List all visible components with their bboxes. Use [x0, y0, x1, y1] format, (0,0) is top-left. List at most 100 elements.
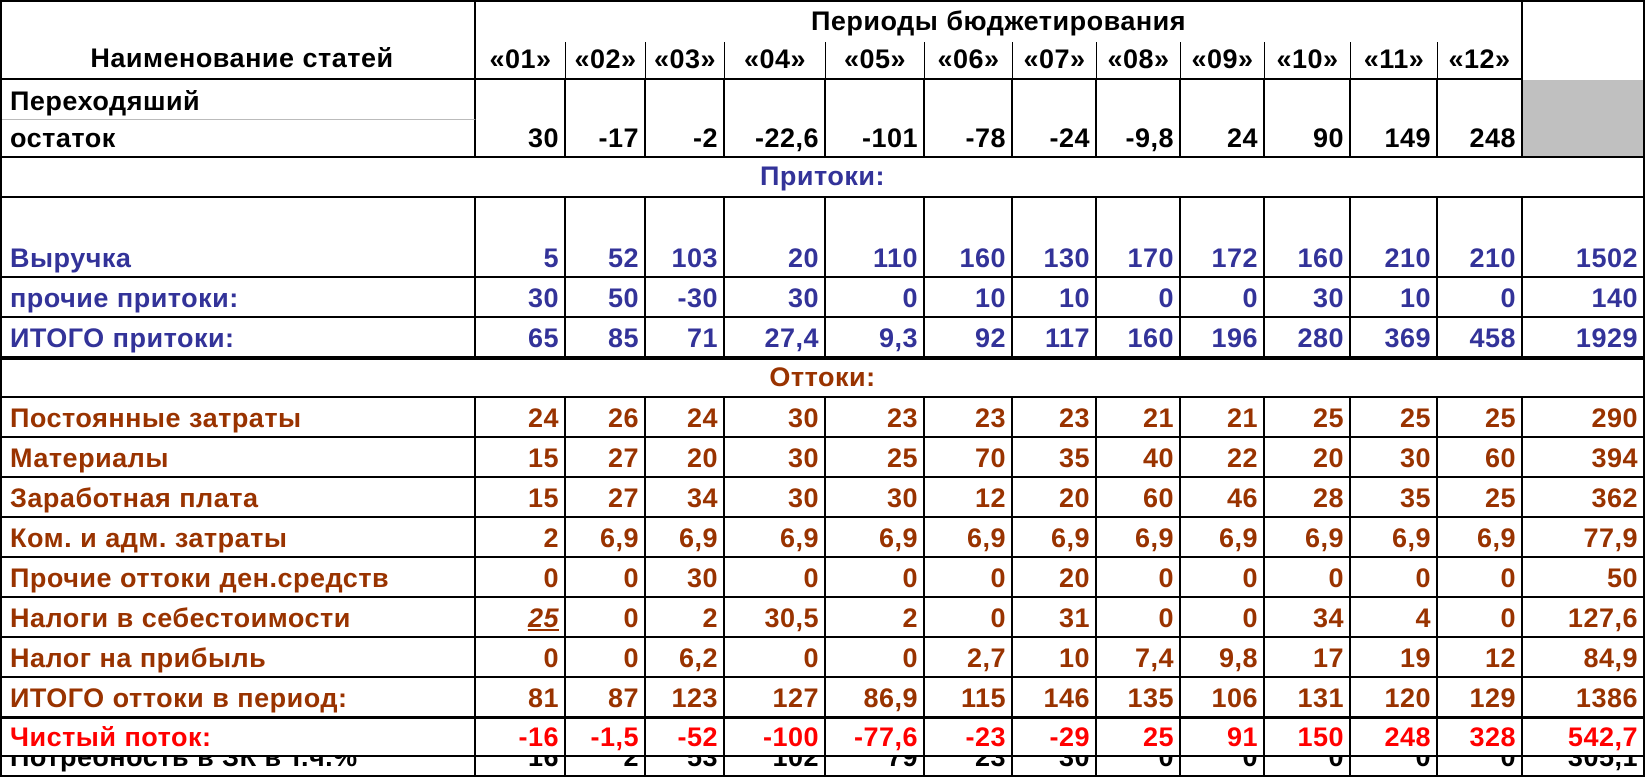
outflow-row-5-value-7[interactable]: 20	[1013, 558, 1097, 598]
inflow-row-2-value-4[interactable]: 30	[725, 278, 826, 318]
borrowed-need-value-9[interactable]: 0	[1181, 757, 1265, 777]
outflow-row-3-value-7[interactable]: 20	[1013, 478, 1097, 518]
carryover-value-9[interactable]: 24	[1181, 80, 1265, 158]
borrowed-need-value-4[interactable]: 102	[725, 757, 826, 777]
outflow-row-2-value-10[interactable]: 20	[1265, 438, 1351, 478]
carryover-value-6[interactable]: -78	[925, 80, 1013, 158]
outflow-row-1-value-9[interactable]: 21	[1181, 398, 1265, 438]
net-flow-total[interactable]: 542,7	[1523, 718, 1645, 757]
outflow-row-5-value-2[interactable]: 0	[566, 558, 646, 598]
borrowed-need-value-10[interactable]: 0	[1265, 757, 1351, 777]
borrowed-need-value-2[interactable]: 2	[566, 757, 646, 777]
outflow-row-8-value-4[interactable]: 127	[725, 678, 826, 718]
outflow-row-3-value-6[interactable]: 12	[925, 478, 1013, 518]
borrowed-need-total[interactable]: 305,1	[1523, 757, 1645, 777]
outflow-row-8-value-11[interactable]: 120	[1351, 678, 1438, 718]
outflow-row-3-value-8[interactable]: 60	[1097, 478, 1181, 518]
outflow-row-1-value-10[interactable]: 25	[1265, 398, 1351, 438]
carryover-value-5[interactable]: -101	[826, 80, 925, 158]
outflow-row-8-value-10[interactable]: 131	[1265, 678, 1351, 718]
outflow-row-2-value-9[interactable]: 22	[1181, 438, 1265, 478]
outflow-row-6-value-12[interactable]: 0	[1438, 598, 1523, 638]
borrowed-need-value-7[interactable]: 30	[1013, 757, 1097, 777]
carryover-value-11[interactable]: 149	[1351, 80, 1438, 158]
outflow-row-6-value-11[interactable]: 4	[1351, 598, 1438, 638]
inflow-row-2-value-6[interactable]: 10	[925, 278, 1013, 318]
outflow-row-8-value-2[interactable]: 87	[566, 678, 646, 718]
inflow-row-3-value-4[interactable]: 27,4	[725, 318, 826, 358]
outflow-row-7-value-1[interactable]: 0	[476, 638, 566, 678]
outflow-row-7-value-6[interactable]: 2,7	[925, 638, 1013, 678]
inflow-row-2-value-9[interactable]: 0	[1181, 278, 1265, 318]
net-flow-value-5[interactable]: -77,6	[826, 718, 925, 757]
inflow-row-1-value-6[interactable]: 160	[925, 198, 1013, 278]
inflow-row-1-value-5[interactable]: 110	[826, 198, 925, 278]
outflow-row-7-value-12[interactable]: 12	[1438, 638, 1523, 678]
net-flow-value-7[interactable]: -29	[1013, 718, 1097, 757]
inflow-row-2-value-2[interactable]: 50	[566, 278, 646, 318]
inflow-row-1-value-9[interactable]: 172	[1181, 198, 1265, 278]
outflow-row-7-value-7[interactable]: 10	[1013, 638, 1097, 678]
header-period-5[interactable]: «05»	[826, 42, 925, 80]
outflow-row-4-value-7[interactable]: 6,9	[1013, 518, 1097, 558]
outflow-row-8-value-12[interactable]: 129	[1438, 678, 1523, 718]
outflow-row-5-value-8[interactable]: 0	[1097, 558, 1181, 598]
inflow-row-2-value-5[interactable]: 0	[826, 278, 925, 318]
outflow-row-3-value-9[interactable]: 46	[1181, 478, 1265, 518]
outflow-row-8-value-6[interactable]: 115	[925, 678, 1013, 718]
outflow-row-2-value-8[interactable]: 40	[1097, 438, 1181, 478]
net-flow-value-3[interactable]: -52	[646, 718, 725, 757]
outflow-row-7-value-10[interactable]: 17	[1265, 638, 1351, 678]
outflow-row-4-value-4[interactable]: 6,9	[725, 518, 826, 558]
carryover-value-3[interactable]: -2	[646, 80, 725, 158]
outflow-row-total-1[interactable]: 290	[1523, 398, 1645, 438]
outflow-row-5-value-1[interactable]: 0	[476, 558, 566, 598]
outflow-row-1-value-11[interactable]: 25	[1351, 398, 1438, 438]
inflow-row-1-value-3[interactable]: 103	[646, 198, 725, 278]
outflow-row-6-value-9[interactable]: 0	[1181, 598, 1265, 638]
net-flow-value-1[interactable]: -16	[476, 718, 566, 757]
outflow-row-3-value-3[interactable]: 34	[646, 478, 725, 518]
borrowed-need-value-8[interactable]: 0	[1097, 757, 1181, 777]
outflow-row-total-3[interactable]: 362	[1523, 478, 1645, 518]
inflow-row-3-value-10[interactable]: 280	[1265, 318, 1351, 358]
outflow-row-7-value-8[interactable]: 7,4	[1097, 638, 1181, 678]
outflow-row-2-value-7[interactable]: 35	[1013, 438, 1097, 478]
outflow-row-5-value-9[interactable]: 0	[1181, 558, 1265, 598]
outflow-row-1-value-3[interactable]: 24	[646, 398, 725, 438]
inflow-row-1-value-4[interactable]: 20	[725, 198, 826, 278]
inflow-row-2-value-12[interactable]: 0	[1438, 278, 1523, 318]
outflow-row-5-value-4[interactable]: 0	[725, 558, 826, 598]
outflow-row-4-value-10[interactable]: 6,9	[1265, 518, 1351, 558]
outflow-row-4-value-3[interactable]: 6,9	[646, 518, 725, 558]
inflow-row-3-value-6[interactable]: 92	[925, 318, 1013, 358]
inflow-row-3-value-8[interactable]: 160	[1097, 318, 1181, 358]
header-period-1[interactable]: «01»	[476, 42, 566, 80]
inflow-row-2-value-3[interactable]: -30	[646, 278, 725, 318]
net-flow-value-4[interactable]: -100	[725, 718, 826, 757]
inflow-row-1-value-12[interactable]: 210	[1438, 198, 1523, 278]
outflow-row-total-6[interactable]: 127,6	[1523, 598, 1645, 638]
outflow-row-3-value-5[interactable]: 30	[826, 478, 925, 518]
outflow-row-total-7[interactable]: 84,9	[1523, 638, 1645, 678]
outflow-row-7-value-4[interactable]: 0	[725, 638, 826, 678]
net-flow-value-8[interactable]: 25	[1097, 718, 1181, 757]
outflow-row-6-value-10[interactable]: 34	[1265, 598, 1351, 638]
outflow-row-5-value-3[interactable]: 30	[646, 558, 725, 598]
borrowed-need-value-6[interactable]: 23	[925, 757, 1013, 777]
outflow-row-3-value-4[interactable]: 30	[725, 478, 826, 518]
outflow-row-8-value-8[interactable]: 135	[1097, 678, 1181, 718]
outflow-row-2-value-1[interactable]: 15	[476, 438, 566, 478]
outflow-row-3-value-12[interactable]: 25	[1438, 478, 1523, 518]
outflow-row-5-value-11[interactable]: 0	[1351, 558, 1438, 598]
outflow-row-7-value-2[interactable]: 0	[566, 638, 646, 678]
outflow-row-6-value-2[interactable]: 0	[566, 598, 646, 638]
inflow-row-1-value-10[interactable]: 160	[1265, 198, 1351, 278]
inflow-row-3-value-11[interactable]: 369	[1351, 318, 1438, 358]
carryover-value-4[interactable]: -22,6	[725, 80, 826, 158]
outflow-row-4-value-11[interactable]: 6,9	[1351, 518, 1438, 558]
outflow-row-1-value-1[interactable]: 24	[476, 398, 566, 438]
borrowed-need-value-3[interactable]: 53	[646, 757, 725, 777]
outflow-row-5-value-12[interactable]: 0	[1438, 558, 1523, 598]
outflow-row-2-value-4[interactable]: 30	[725, 438, 826, 478]
